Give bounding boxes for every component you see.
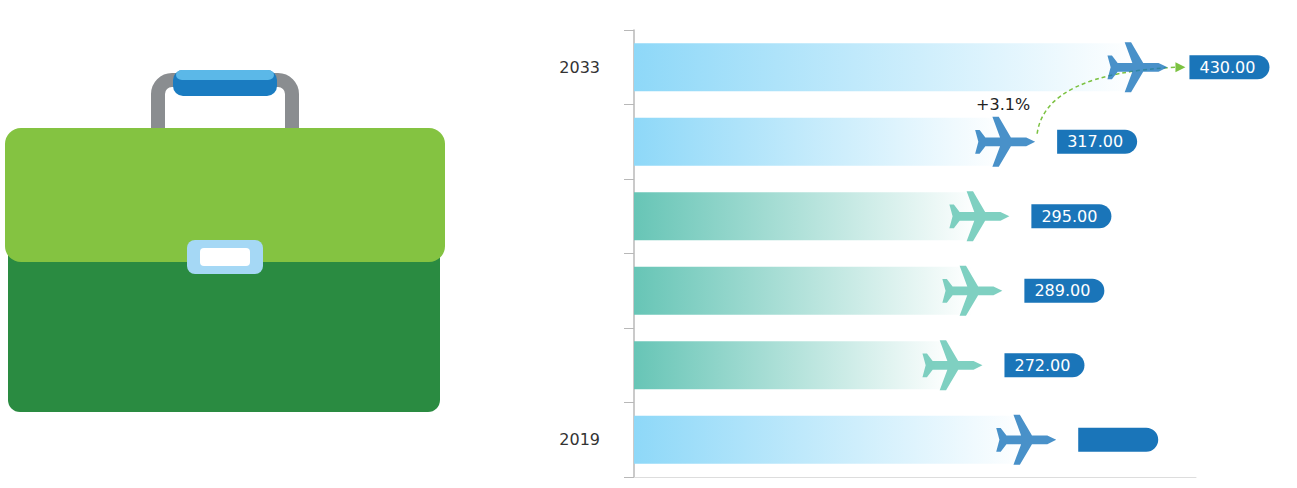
svg-text:430.00: 430.00 xyxy=(1199,58,1255,77)
svg-text:2033: 2033 xyxy=(559,58,600,77)
svg-text:295.00: 295.00 xyxy=(1041,207,1097,226)
svg-text:289.00: 289.00 xyxy=(1034,281,1090,300)
svg-text:2019: 2019 xyxy=(559,430,600,449)
svg-text:+3.1%: +3.1% xyxy=(976,95,1030,114)
svg-text:272.00: 272.00 xyxy=(1014,356,1070,375)
svg-text:317.00: 317.00 xyxy=(1067,132,1123,151)
